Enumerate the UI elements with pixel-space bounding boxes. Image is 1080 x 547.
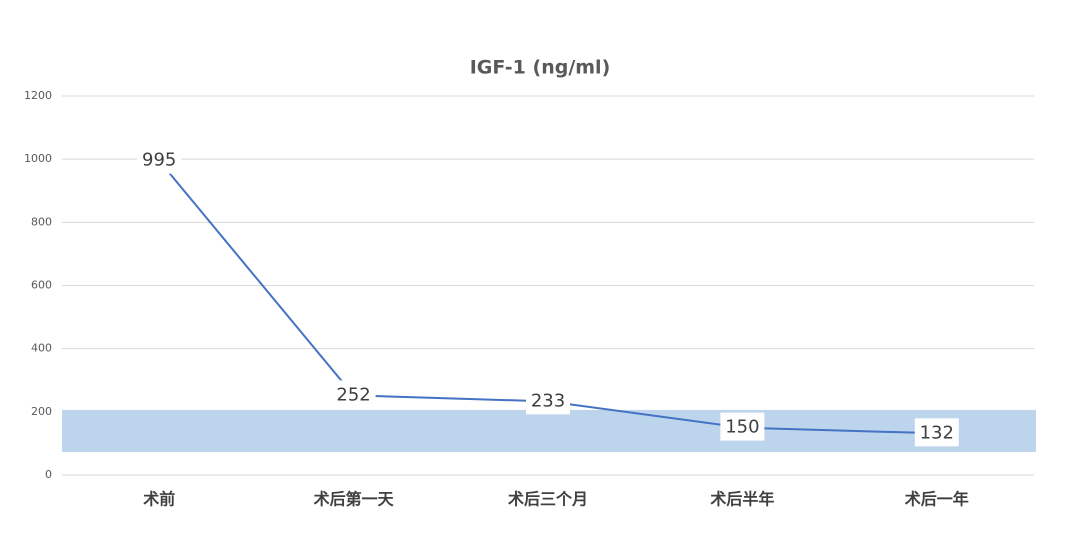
value-label-box xyxy=(137,145,182,174)
y-tick-label: 1200 xyxy=(24,89,52,102)
value-label-box xyxy=(331,380,376,409)
value-label: 132 xyxy=(920,422,954,443)
value-label: 995 xyxy=(142,150,176,171)
value-label: 252 xyxy=(336,384,370,405)
y-tick-label: 400 xyxy=(31,342,52,355)
y-tick-label: 0 xyxy=(45,468,52,481)
value-label-box xyxy=(526,386,570,415)
y-tick-label: 800 xyxy=(31,215,52,228)
y-tick-label: 200 xyxy=(31,405,52,418)
x-tick-label: 术后三个月 xyxy=(507,490,588,509)
value-label-box xyxy=(720,412,765,441)
y-tick-label: 1000 xyxy=(24,152,52,165)
x-tick-label: 术后一年 xyxy=(904,490,969,509)
x-tick-label: 术后半年 xyxy=(709,490,774,509)
x-tick-label: 术前 xyxy=(142,490,175,509)
y-tick-label: 600 xyxy=(31,279,52,292)
x-tick-label: 术后第一天 xyxy=(313,490,395,509)
chart-title: IGF-1 (ng/ml) xyxy=(470,57,611,79)
value-label-box xyxy=(914,418,959,447)
value-label: 150 xyxy=(725,417,759,438)
value-label: 233 xyxy=(531,390,565,411)
